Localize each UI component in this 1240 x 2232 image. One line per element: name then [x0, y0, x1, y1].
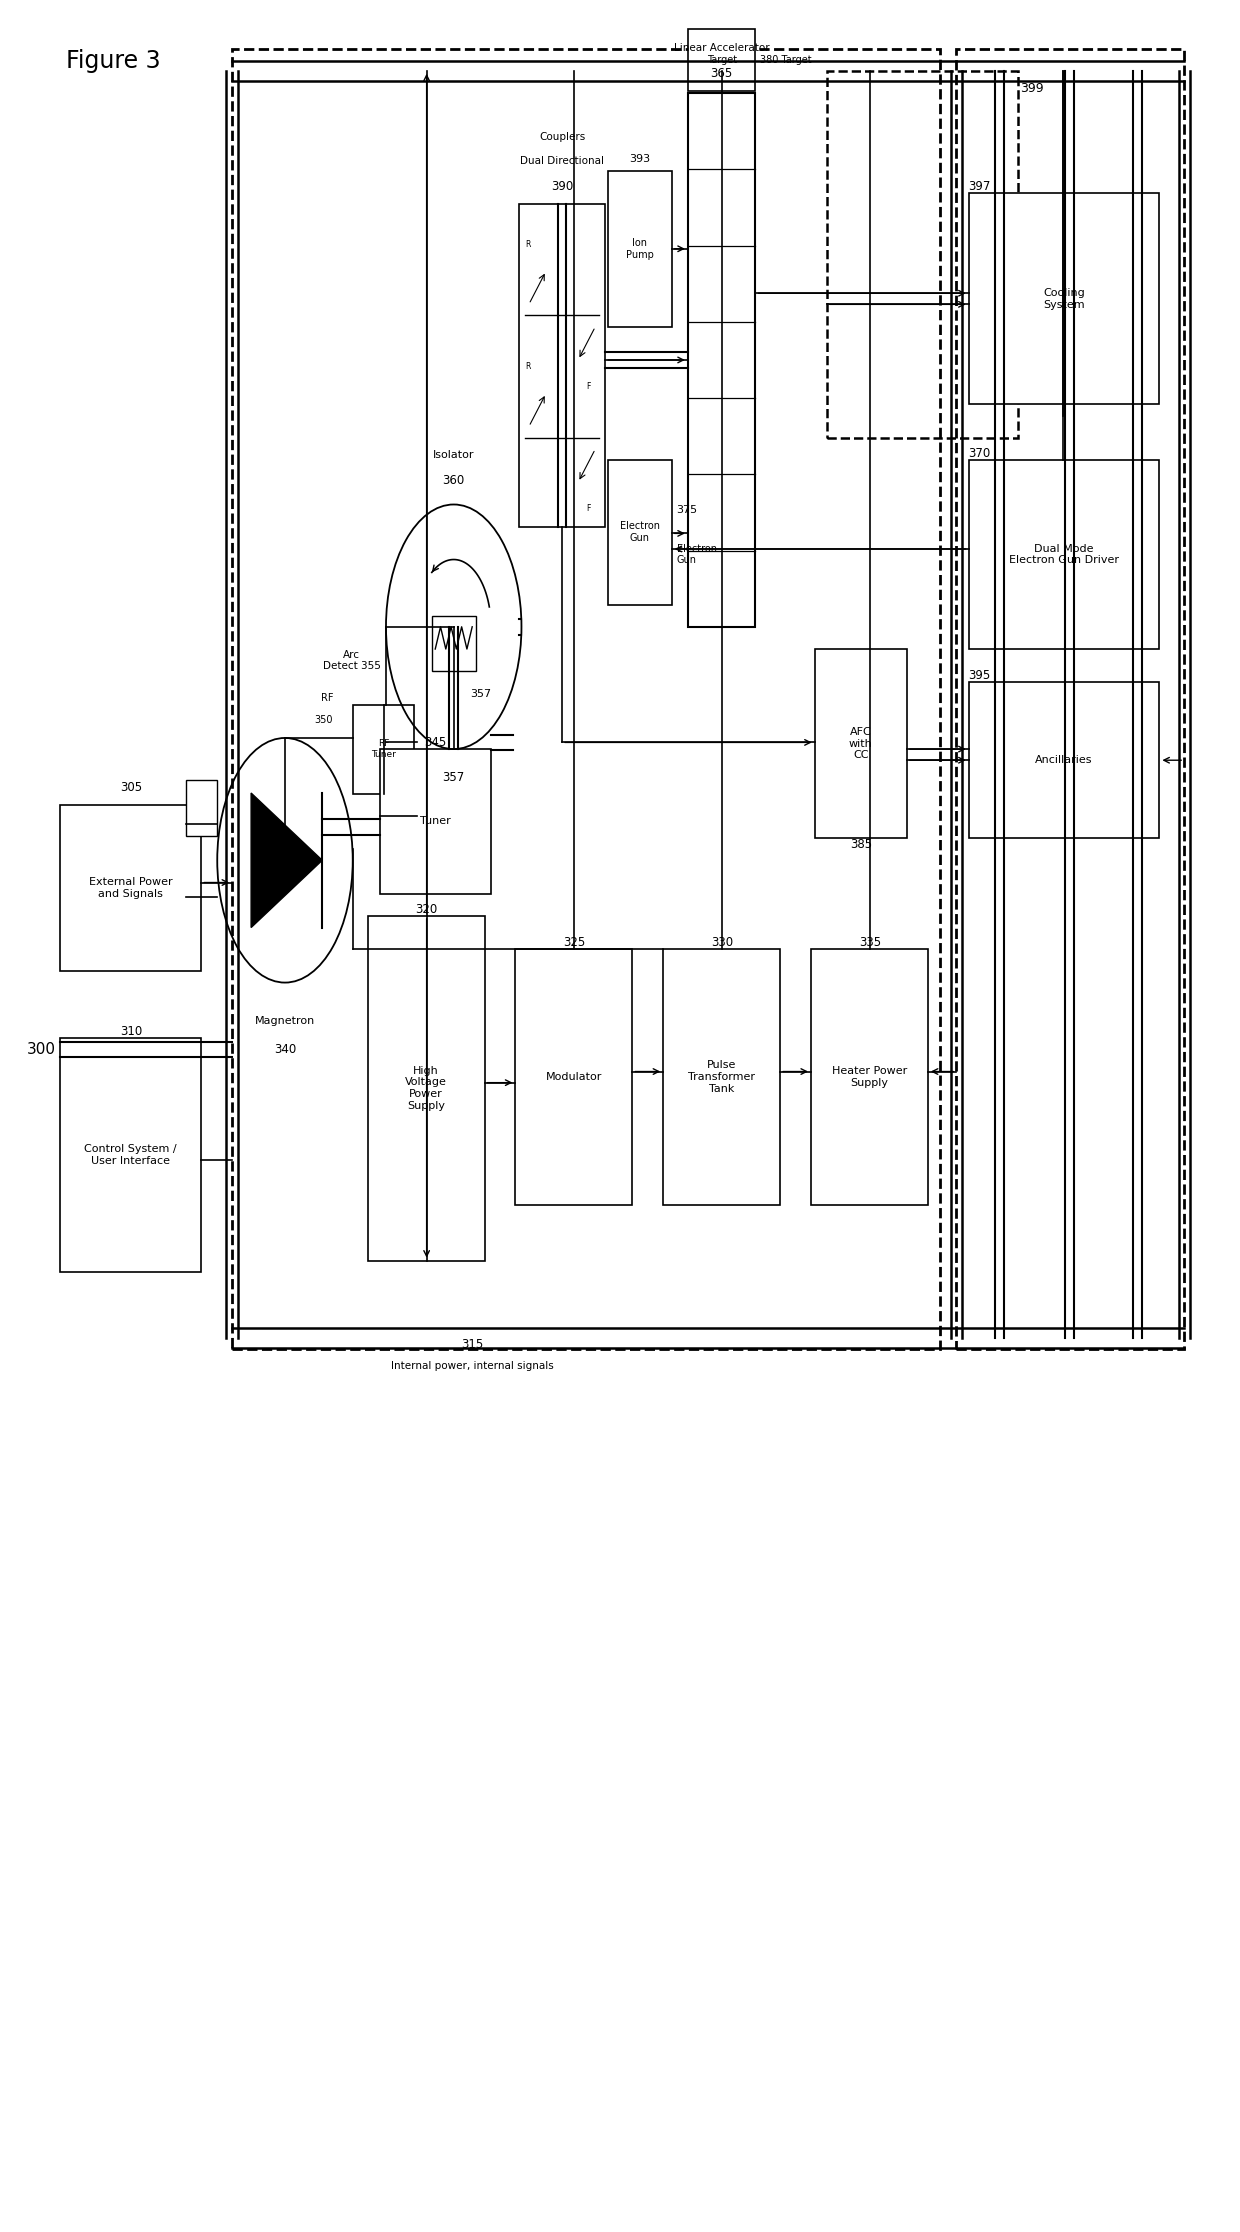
Text: 390: 390	[551, 181, 573, 194]
Bar	[968, 194, 1159, 404]
Text: Ion
Pump: Ion Pump	[626, 239, 653, 259]
Text: 380 Target: 380 Target	[760, 56, 812, 65]
Bar	[968, 460, 1159, 650]
Text: 375: 375	[677, 504, 698, 516]
Text: Heater Power
Supply: Heater Power Supply	[832, 1067, 906, 1087]
Text: 330: 330	[712, 935, 733, 949]
Bar	[232, 49, 940, 1350]
Text: 325: 325	[563, 935, 585, 949]
Text: Cooling
System: Cooling System	[1043, 288, 1085, 310]
Bar	[60, 806, 201, 971]
Text: 315: 315	[461, 1339, 484, 1350]
Text: 395: 395	[968, 670, 991, 683]
Bar	[367, 915, 485, 1261]
Text: AFC
with
CC: AFC with CC	[849, 728, 873, 761]
Bar	[815, 650, 906, 837]
Text: Pulse
Transformer
Tank: Pulse Transformer Tank	[688, 1060, 755, 1094]
Text: 365: 365	[711, 67, 733, 80]
Text: RF
Tuner: RF Tuner	[371, 739, 396, 759]
Text: Target: Target	[707, 56, 737, 65]
Bar	[811, 949, 928, 1205]
Text: Control System /
User Interface: Control System / User Interface	[84, 1145, 177, 1165]
Polygon shape	[252, 792, 322, 929]
Bar	[352, 705, 414, 795]
Text: Couplers: Couplers	[539, 132, 585, 143]
Bar	[608, 460, 672, 605]
Text: Dual Mode
Electron Gun Driver: Dual Mode Electron Gun Driver	[1009, 545, 1118, 565]
Text: 360: 360	[443, 473, 465, 487]
Text: 320: 320	[415, 904, 438, 915]
Text: 393: 393	[629, 154, 650, 165]
Text: 357: 357	[470, 687, 491, 699]
Text: F: F	[587, 382, 591, 391]
Text: 305: 305	[120, 781, 143, 795]
Bar	[663, 949, 780, 1205]
Text: 345: 345	[424, 737, 446, 750]
Text: 340: 340	[274, 1042, 296, 1056]
Bar	[608, 172, 672, 326]
Bar	[516, 949, 632, 1205]
Text: Tuner: Tuner	[420, 817, 450, 826]
Text: RF: RF	[320, 692, 334, 703]
Text: 397: 397	[968, 181, 991, 194]
Text: Figure 3: Figure 3	[66, 49, 160, 74]
Bar	[827, 71, 1018, 437]
Text: Electron
Gun: Electron Gun	[620, 522, 660, 542]
Text: 399: 399	[1021, 83, 1044, 96]
Bar	[688, 94, 755, 627]
Text: 335: 335	[859, 935, 882, 949]
Text: Internal power, internal signals: Internal power, internal signals	[391, 1362, 553, 1370]
Text: Arc
Detect 355: Arc Detect 355	[322, 650, 381, 672]
Text: F: F	[587, 504, 591, 513]
Bar	[956, 49, 1184, 1350]
Text: R: R	[526, 239, 531, 248]
Text: Linear Accelerator: Linear Accelerator	[673, 42, 770, 54]
Bar	[186, 781, 217, 835]
Text: 350: 350	[315, 714, 334, 725]
Bar	[432, 616, 476, 672]
Text: 385: 385	[851, 837, 873, 850]
Text: R: R	[526, 362, 531, 371]
Text: Ancillaries: Ancillaries	[1035, 754, 1092, 766]
Text: Magnetron: Magnetron	[255, 1016, 315, 1027]
Text: High
Voltage
Power
Supply: High Voltage Power Supply	[405, 1067, 446, 1112]
Bar	[379, 750, 491, 893]
Text: Dual Directional: Dual Directional	[520, 156, 604, 167]
Text: Isolator: Isolator	[433, 451, 475, 460]
Bar	[688, 29, 755, 92]
Text: 300: 300	[26, 1042, 56, 1056]
Text: Modulator: Modulator	[546, 1071, 601, 1083]
Text: 310: 310	[120, 1024, 143, 1038]
Bar	[60, 1038, 201, 1272]
Text: External Power
and Signals: External Power and Signals	[88, 877, 172, 899]
Text: Electron
Gun: Electron Gun	[677, 545, 717, 565]
Text: 370: 370	[968, 446, 991, 460]
Text: 357: 357	[443, 772, 465, 783]
Bar	[520, 205, 605, 527]
Bar	[968, 683, 1159, 837]
